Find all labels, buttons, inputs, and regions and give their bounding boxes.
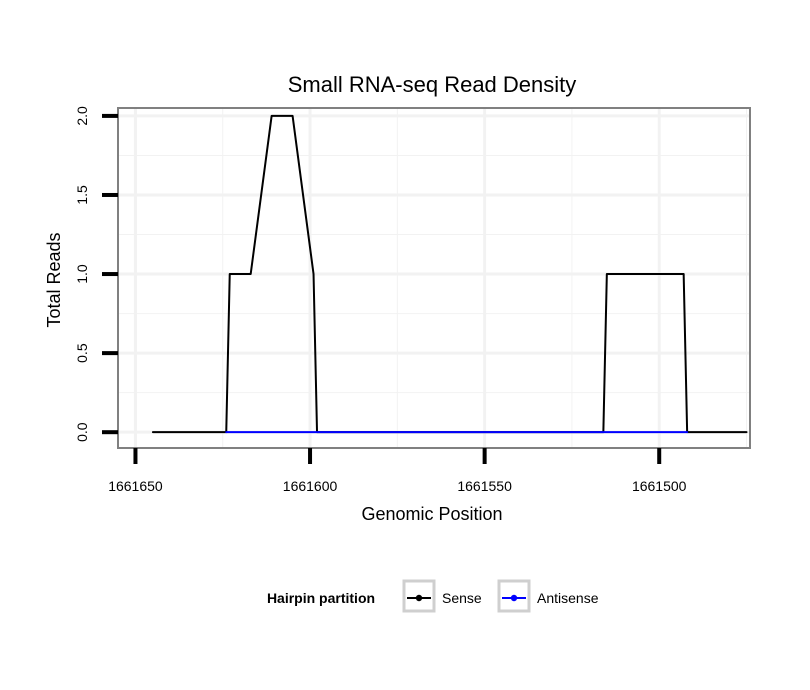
grid-layer xyxy=(118,108,750,448)
y-tick-label: 1.5 xyxy=(74,185,90,205)
plot-background xyxy=(118,108,750,448)
y-tick-label: 0.0 xyxy=(74,422,90,442)
y-axis-title: Total Reads xyxy=(44,232,64,327)
legend-title: Hairpin partition xyxy=(267,590,375,606)
chart-title: Small RNA-seq Read Density xyxy=(288,72,577,97)
legend-label-sense: Sense xyxy=(442,590,482,606)
axes-layer: 1661650 1661600 1661550 1661500 0.0 0.5 1.0 1.5… xyxy=(74,106,751,494)
legend-point-antisense xyxy=(510,594,518,602)
x-tick-label: 1661650 xyxy=(108,478,163,494)
y-tick-label: 1.0 xyxy=(74,264,90,284)
y-tick-label: 0.5 xyxy=(74,343,90,363)
x-tick-label: 1661600 xyxy=(283,478,338,494)
y-tick-label: 2.0 xyxy=(74,106,90,126)
legend-label-antisense: Antisense xyxy=(537,590,599,606)
x-tick-label: 1661500 xyxy=(632,478,687,494)
series-line-sense xyxy=(151,114,748,434)
x-axis-title: Genomic Position xyxy=(361,504,502,524)
plot-border xyxy=(117,107,751,449)
legend: Hairpin partition Sense Antisense xyxy=(267,579,599,613)
series-layer xyxy=(151,114,748,434)
x-tick-label: 1661550 xyxy=(457,478,512,494)
legend-point-sense xyxy=(415,594,423,602)
